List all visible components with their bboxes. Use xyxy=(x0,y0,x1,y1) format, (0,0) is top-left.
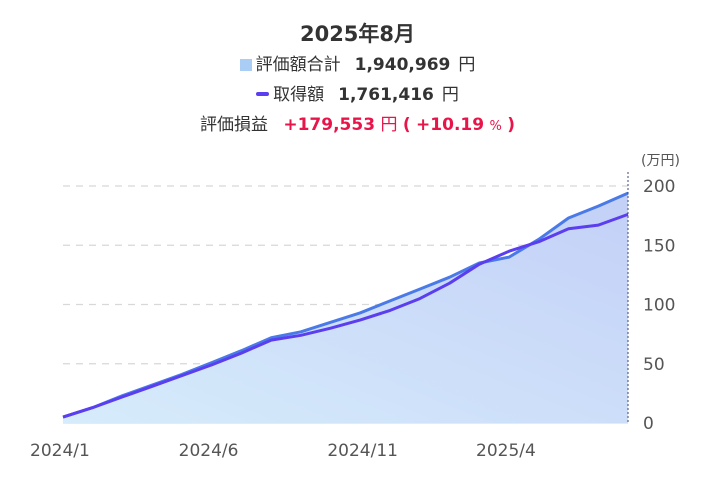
x-tick-label: 2024/1 xyxy=(30,441,90,461)
x-tick-label: 2024/6 xyxy=(179,441,239,461)
y-tick-label: 0 xyxy=(643,414,654,434)
cost-swatch xyxy=(256,92,270,96)
x-tick-label: 2024/11 xyxy=(327,441,398,461)
valuation-swatch xyxy=(239,59,252,71)
valuation-label: 評価額合計 xyxy=(255,55,341,75)
cost-value: 1,761,416 xyxy=(338,85,434,105)
x-tick-label: 2025/4 xyxy=(476,441,536,461)
y-tick-label: 100 xyxy=(643,296,675,316)
area-layer xyxy=(63,193,628,423)
cost-label: 取得額 xyxy=(273,85,325,105)
valuation-value: 1,940,969 xyxy=(354,55,451,75)
cost-unit: 円 xyxy=(441,85,459,105)
legend-cost: 取得額 1,761,416 円 xyxy=(0,80,715,110)
y-tick-label: 50 xyxy=(643,355,665,375)
chart-title: 2025年8月 xyxy=(299,22,416,46)
y-tick-label: 150 xyxy=(643,236,675,256)
gain-value: +179,553 xyxy=(283,115,376,135)
gain-pct-unit: % xyxy=(489,119,502,134)
valuation-unit: 円 xyxy=(458,55,476,75)
line-layer xyxy=(62,191,629,419)
legend-valuation: 評価額合計 1,940,969 円 xyxy=(0,50,715,80)
gain-pct-value: +10.19 xyxy=(416,115,485,135)
cost-line xyxy=(62,212,629,419)
axis-layer: 0 50 100 150 200 (万円) 2024/1 2024/6 2024/11 2025/… xyxy=(30,153,680,461)
gain-unit: 円 xyxy=(380,115,398,135)
gain-paren-open: ( xyxy=(402,115,411,135)
gain-label: 評価損益 xyxy=(199,115,268,135)
chart-header: 2025年8月 評価額合計 1,940,969 円 取得額 1,761,416 円 評価… xyxy=(0,18,715,140)
valuation-area xyxy=(63,193,628,423)
y-tick-label: 200 xyxy=(643,177,675,197)
gain-paren-close: ) xyxy=(507,115,516,135)
y-unit-label: (万円) xyxy=(641,153,680,169)
legend-gain: 評価損益 +179,553 円 ( +10.19 % ) xyxy=(0,110,715,140)
